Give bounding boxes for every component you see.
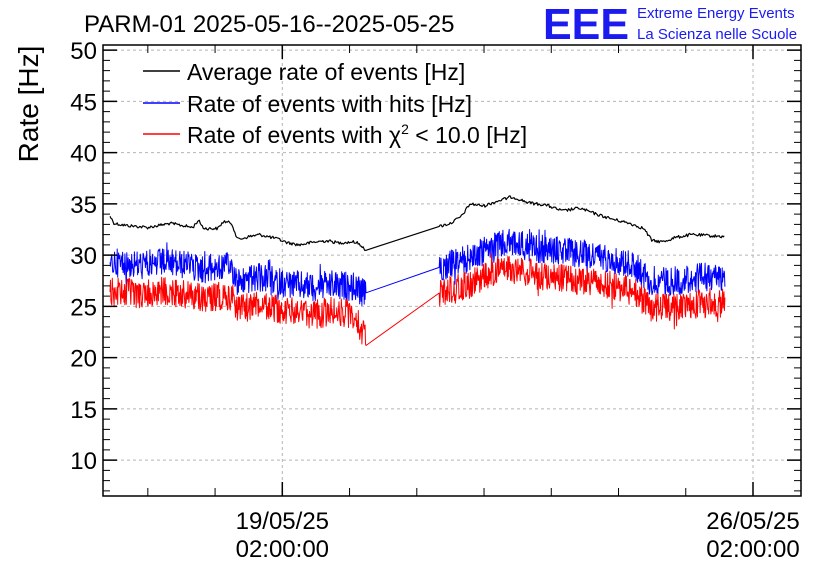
x-tick-time: 02:00:00 [706,536,799,563]
legend-label-chi2: Rate of events with χ2 < 10.0 [Hz] [187,121,527,148]
series-blue-hits [109,228,726,306]
y-tick-label: 10 [70,448,97,475]
series-layer [109,195,726,346]
x-tick-date: 19/05/25 [236,508,329,535]
axis-ticks [103,45,801,496]
y-axis-label: Rate [Hz] [13,46,44,163]
chart-title: PARM-01 2025-05-16--2025-05-25 [84,11,454,38]
y-tick-label: 35 [70,192,97,219]
y-tick-label: 20 [70,346,97,373]
plot-frame [102,44,802,497]
org-name-line2: La Scienza nelle Scuole [637,26,797,43]
eee-logo: EEE [543,0,629,49]
x-tick-time: 02:00:00 [236,536,329,563]
legend-label-hits: Rate of events with hits [Hz] [187,91,472,117]
y-tick-label: 40 [70,141,97,168]
org-name-line1: Extreme Energy Events [637,5,795,22]
y-tick-label: 45 [70,89,97,116]
legend-label-average: Average rate of events [Hz] [187,59,465,85]
y-tick-label: 50 [70,38,97,65]
series-red-chi2 [109,253,726,346]
series-black-average [109,195,725,251]
y-tick-labels: 10 15 20 25 30 35 40 45 50 [70,38,97,475]
y-tick-label: 25 [70,294,97,321]
y-tick-label: 15 [70,397,97,424]
x-tick-date: 26/05/25 [706,508,799,535]
legend: Average rate of events [Hz] Rate of even… [143,59,527,148]
y-tick-label: 30 [70,243,97,270]
